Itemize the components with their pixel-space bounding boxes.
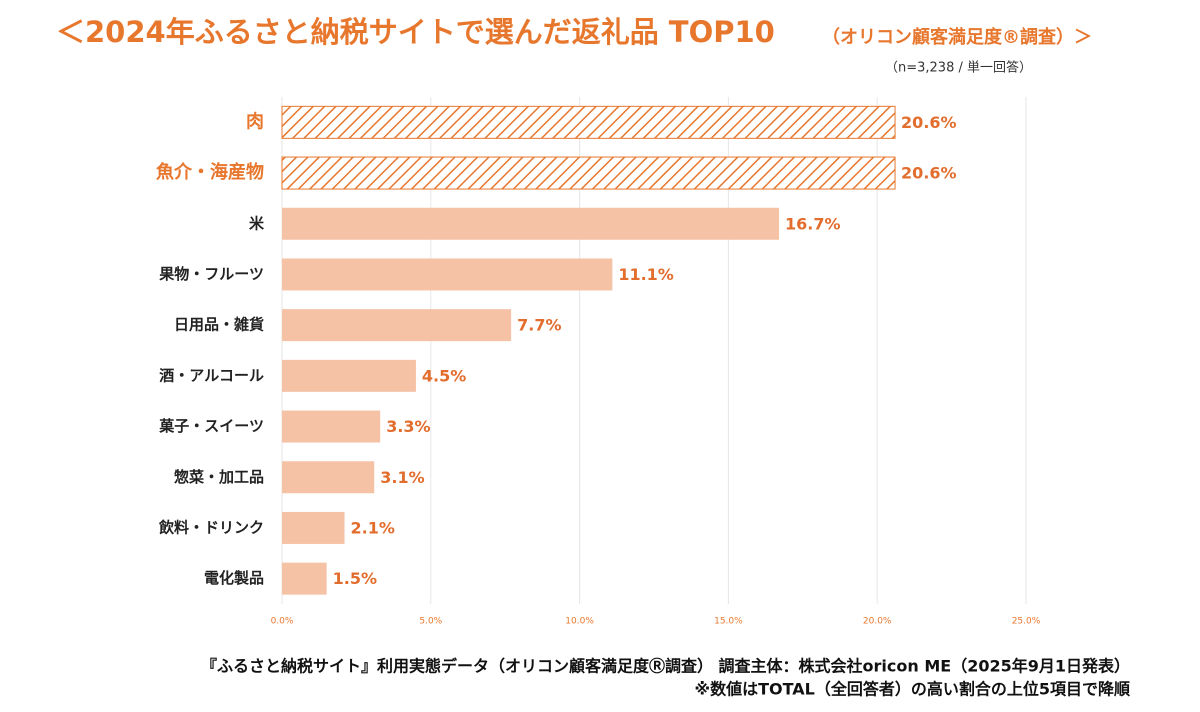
bar	[282, 461, 375, 494]
value-label: 3.1%	[380, 468, 424, 487]
value-label: 1.5%	[333, 569, 377, 588]
y-tick-label: 酒・アルコール	[159, 366, 264, 384]
value-label: 3.3%	[386, 417, 430, 436]
bar	[282, 562, 327, 595]
value-label: 11.1%	[618, 265, 674, 284]
x-tick-label: 10.0%	[565, 617, 594, 627]
bar	[282, 309, 512, 342]
bar	[282, 359, 416, 392]
bar	[282, 511, 345, 544]
value-label: 20.6%	[901, 164, 957, 183]
footnote: 『ふるさと納税サイト』利用実態データ（オリコン顧客満足度Ⓡ調査） 調査主体：株式…	[201, 657, 1130, 676]
bar	[282, 207, 779, 240]
x-tick-label: 0.0%	[271, 617, 294, 627]
bar	[282, 258, 613, 291]
value-label: 2.1%	[350, 518, 394, 537]
x-tick-label: 20.0%	[863, 617, 892, 627]
y-tick-label: 米	[249, 214, 265, 232]
subtitle: （n=3,238 / 単一回答）	[885, 60, 1032, 76]
bar	[281, 156, 896, 190]
title-note: （オリコン顧客満足度®調査）＞	[822, 26, 1092, 48]
bar	[282, 410, 381, 443]
y-tick-label: 惣菜・加工品	[174, 468, 264, 486]
chart-title: ＜2024年ふるさと納税サイトで選んだ返礼品 TOP10	[56, 15, 775, 49]
x-tick-label: 15.0%	[714, 617, 743, 627]
value-label: 7.7%	[517, 316, 561, 335]
footnote: ※数値はTOTAL（全回答者）の高い割合の上位5項目で降順	[695, 680, 1131, 699]
y-tick-label: 肉	[246, 110, 264, 132]
y-tick-label: 果物・フルーツ	[158, 265, 264, 283]
x-tick-label: 5.0%	[419, 617, 442, 627]
y-tick-label: 飲料・ドリンク	[158, 518, 264, 536]
value-label: 4.5%	[422, 366, 466, 385]
value-label: 20.6%	[901, 113, 957, 132]
y-tick-label: 魚介・海産物	[156, 161, 264, 183]
y-tick-label: 電化製品	[204, 569, 264, 587]
x-tick-label: 25.0%	[1012, 617, 1041, 627]
y-tick-label: 菓子・スイーツ	[158, 417, 264, 435]
bar	[281, 105, 896, 139]
y-tick-label: 日用品・雑貨	[174, 316, 264, 334]
value-label: 16.7%	[785, 214, 841, 233]
